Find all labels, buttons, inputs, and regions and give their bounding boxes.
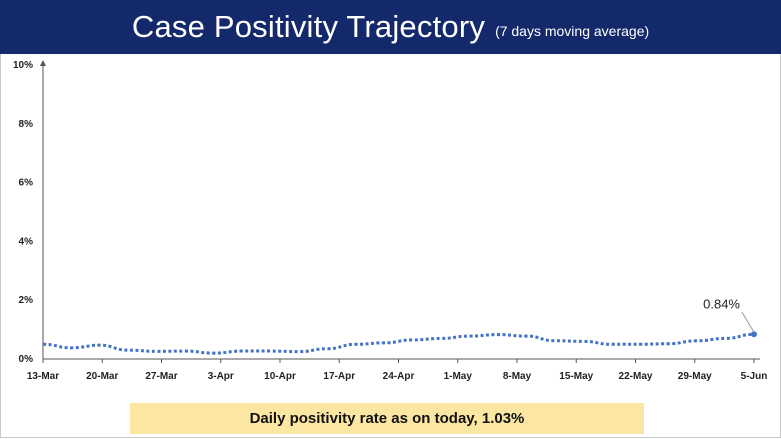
last-data-point: [751, 331, 757, 338]
x-tick-label: 17-Apr: [323, 371, 355, 382]
x-tick-label: 24-Apr: [383, 371, 415, 382]
y-tick-label: 6%: [19, 178, 34, 189]
daily-positivity-text: Daily positivity rate as on today, 1.03%: [249, 410, 525, 427]
x-tick-label: 10-Apr: [264, 371, 296, 382]
x-tick-label: 15-May: [559, 371, 593, 382]
x-tick-label: 8-May: [503, 371, 532, 382]
x-tick-label: 20-Mar: [86, 371, 118, 382]
annotation-label: 0.84%: [703, 296, 740, 311]
y-tick-label: 10%: [13, 60, 33, 71]
x-tick-label: 13-Mar: [27, 371, 59, 382]
y-axis-arrow: [40, 60, 46, 66]
page-subtitle: (7 days moving average): [495, 23, 650, 39]
x-tick-label: 29-May: [678, 371, 712, 382]
y-tick-label: 2%: [19, 295, 34, 306]
header-bar: Case Positivity Trajectory (7 days movin…: [0, 0, 781, 54]
x-tick-label: 22-May: [619, 371, 653, 382]
daily-positivity-banner: Daily positivity rate as on today, 1.03%: [130, 403, 644, 434]
page-title: Case Positivity Trajectory: [131, 9, 486, 44]
x-tick-label: 5-Jun: [741, 371, 768, 382]
x-tick-label: 27-Mar: [145, 371, 177, 382]
positivity-line-chart: 0% 2% 4% 6% 8% 10% 13-Mar 20-Mar 27-Mar 3-Apr 10-A…: [13, 60, 768, 382]
annotation-leader-line: [741, 312, 755, 333]
y-tick-label: 0%: [19, 354, 34, 365]
y-tick-label: 4%: [19, 236, 34, 247]
x-tick-label: 1-May: [444, 371, 473, 382]
y-tick-label: 8%: [19, 119, 34, 130]
positivity-series-line: [42, 332, 755, 355]
x-tick-label: 3-Apr: [208, 371, 234, 382]
